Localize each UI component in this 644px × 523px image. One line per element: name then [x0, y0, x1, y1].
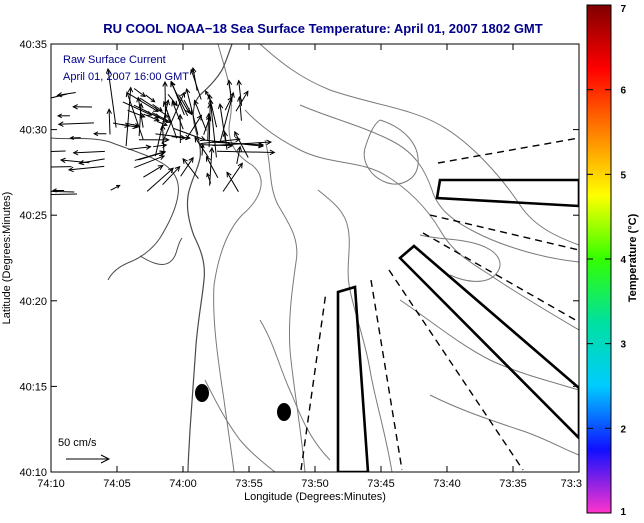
y-tick-label: 40:15: [19, 381, 47, 393]
colorbar-tick-label: 5: [620, 170, 626, 181]
current-vector-head: [43, 97, 48, 101]
buoy-marker: [277, 403, 291, 421]
y-tick-label: 40:25: [19, 210, 47, 222]
colorbar-tick-label: 2: [620, 424, 626, 435]
current-vector-head: [46, 189, 51, 194]
chart-title: RU COOL NOAA−18 Sea Surface Temperature:…: [103, 21, 542, 36]
current-vector: [46, 167, 71, 168]
x-tick-label: 73:50: [301, 478, 329, 490]
current-vector-head: [43, 192, 48, 197]
x-tick-label: 74:00: [169, 478, 197, 490]
current-vector-head: [45, 149, 50, 154]
colorbar-tick-label: 6: [620, 86, 626, 97]
x-tick-label: 73:55: [235, 478, 263, 490]
colorbar-label: Temperature (°C): [627, 213, 639, 302]
current-vector-head: [46, 165, 51, 170]
legend-title: Raw Surface Current: [63, 54, 166, 66]
x-tick-label: 73:3: [561, 478, 582, 490]
current-vector: [165, 82, 166, 118]
x-tick-label: 73:45: [367, 478, 395, 490]
y-tick-label: 40:10: [19, 467, 47, 479]
scale-label: 50 cm/s: [58, 437, 97, 449]
colorbar-tick-label: 3: [620, 340, 626, 351]
current-vector: [45, 151, 66, 152]
colorbar-tick-label: 1: [620, 507, 626, 518]
x-axis-label: Longitude (Degrees:Minutes): [244, 491, 386, 503]
x-tick-label: 73:35: [499, 478, 527, 490]
x-tick-label: 74:10: [37, 478, 65, 490]
y-tick-label: 40:30: [19, 125, 47, 137]
y-tick-label: 40:20: [19, 296, 47, 308]
y-axis-label: Latitude (Degrees:Minutes): [1, 192, 13, 325]
y-tick-label: 40:35: [19, 39, 47, 51]
x-tick-label: 73:40: [433, 478, 461, 490]
x-tick-label: 74:05: [103, 478, 131, 490]
colorbar-tick-label: 4: [620, 255, 626, 266]
plot-area: [51, 44, 579, 472]
legend-date: April 01, 2007 16:00 GMT: [63, 71, 189, 83]
colorbar-tick-label: 7: [620, 4, 626, 15]
buoy-marker: [195, 384, 209, 402]
